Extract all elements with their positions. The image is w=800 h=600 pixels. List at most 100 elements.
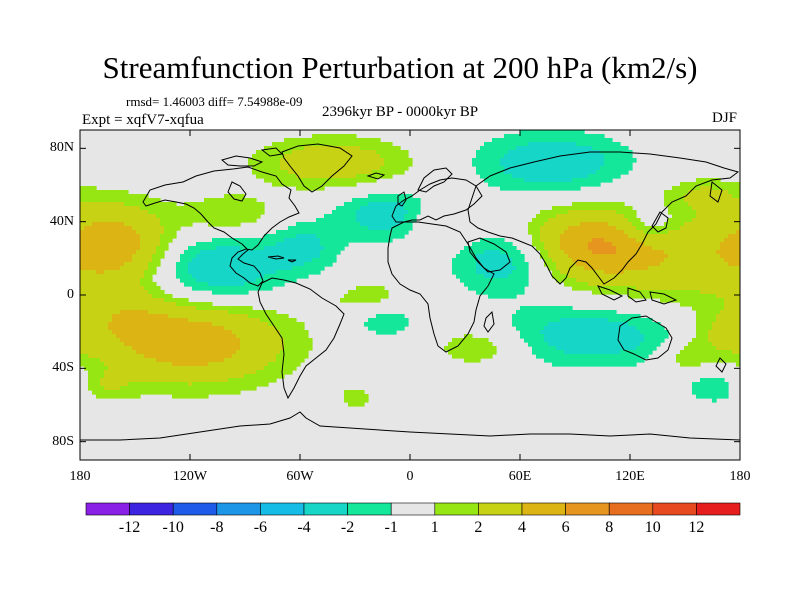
field-cell bbox=[224, 326, 229, 331]
field-cell bbox=[140, 306, 145, 311]
field-cell bbox=[488, 246, 493, 251]
field-cell bbox=[376, 314, 381, 319]
field-cell bbox=[364, 210, 369, 215]
field-cell bbox=[684, 286, 689, 291]
field-cell bbox=[128, 214, 133, 219]
field-cell bbox=[568, 214, 573, 219]
field-cell bbox=[360, 298, 365, 303]
field-cell bbox=[292, 142, 297, 147]
field-cell bbox=[236, 314, 241, 319]
field-cell bbox=[240, 250, 245, 255]
field-cell bbox=[600, 246, 605, 251]
field-cell bbox=[596, 170, 601, 175]
field-cell bbox=[528, 162, 533, 167]
field-cell bbox=[708, 298, 713, 303]
field-cell bbox=[396, 314, 401, 319]
field-cell bbox=[96, 262, 101, 267]
field-cell bbox=[644, 338, 649, 343]
field-cell bbox=[612, 314, 617, 319]
field-cell bbox=[100, 214, 105, 219]
field-cell bbox=[264, 274, 269, 279]
field-cell bbox=[680, 222, 685, 227]
field-cell bbox=[320, 138, 325, 143]
field-cell bbox=[300, 178, 305, 183]
field-cell bbox=[540, 310, 545, 315]
field-cell bbox=[512, 286, 517, 291]
field-cell bbox=[732, 246, 737, 251]
field-cell bbox=[492, 174, 497, 179]
field-cell bbox=[236, 266, 241, 271]
field-cell bbox=[352, 142, 357, 147]
field-cell bbox=[188, 278, 193, 283]
field-cell bbox=[612, 286, 617, 291]
field-cell bbox=[696, 270, 701, 275]
field-cell bbox=[116, 322, 121, 327]
field-cell bbox=[292, 246, 297, 251]
field-cell bbox=[732, 186, 737, 191]
field-cell bbox=[144, 226, 149, 231]
field-cell bbox=[336, 210, 341, 215]
field-cell bbox=[668, 294, 673, 299]
field-cell bbox=[496, 162, 501, 167]
field-cell bbox=[524, 282, 529, 287]
field-cell bbox=[624, 274, 629, 279]
field-cell bbox=[396, 166, 401, 171]
field-cell bbox=[620, 282, 625, 287]
field-cell bbox=[140, 338, 145, 343]
field-cell bbox=[604, 142, 609, 147]
field-cell bbox=[224, 334, 229, 339]
field-cell bbox=[336, 158, 341, 163]
field-cell bbox=[196, 218, 201, 223]
field-cell bbox=[712, 198, 717, 203]
field-cell bbox=[708, 242, 713, 247]
field-cell bbox=[236, 338, 241, 343]
field-cell bbox=[588, 162, 593, 167]
field-cell bbox=[624, 238, 629, 243]
field-cell bbox=[736, 338, 740, 343]
field-cell bbox=[224, 242, 229, 247]
field-cell bbox=[220, 278, 225, 283]
field-cell bbox=[688, 290, 693, 295]
field-cell bbox=[528, 146, 533, 151]
field-cell bbox=[104, 302, 109, 307]
field-cell bbox=[508, 154, 513, 159]
field-cell bbox=[688, 282, 693, 287]
field-cell bbox=[332, 138, 337, 143]
field-cell bbox=[328, 258, 333, 263]
field-cell bbox=[532, 222, 537, 227]
field-cell bbox=[388, 214, 393, 219]
field-cell bbox=[184, 218, 189, 223]
field-cell bbox=[104, 258, 109, 263]
field-cell bbox=[356, 158, 361, 163]
field-cell bbox=[720, 338, 725, 343]
field-cell bbox=[332, 178, 337, 183]
field-cell bbox=[136, 210, 141, 215]
field-cell bbox=[80, 226, 85, 231]
field-cell bbox=[260, 158, 265, 163]
field-cell bbox=[136, 334, 141, 339]
field-cell bbox=[184, 250, 189, 255]
field-cell bbox=[148, 218, 153, 223]
field-cell bbox=[564, 314, 569, 319]
field-cell bbox=[596, 290, 601, 295]
field-cell bbox=[564, 242, 569, 247]
field-cell bbox=[676, 258, 681, 263]
field-cell bbox=[484, 278, 489, 283]
field-cell bbox=[376, 158, 381, 163]
field-cell bbox=[464, 282, 469, 287]
field-cell bbox=[496, 250, 501, 255]
field-cell bbox=[300, 162, 305, 167]
field-cell bbox=[284, 154, 289, 159]
field-cell bbox=[148, 258, 153, 263]
field-cell bbox=[116, 206, 121, 211]
field-cell bbox=[340, 170, 345, 175]
field-cell bbox=[524, 154, 529, 159]
field-cell bbox=[628, 154, 633, 159]
field-cell bbox=[572, 230, 577, 235]
field-cell bbox=[640, 334, 645, 339]
field-cell bbox=[656, 278, 661, 283]
field-cell bbox=[396, 210, 401, 215]
field-cell bbox=[308, 230, 313, 235]
field-cell bbox=[612, 222, 617, 227]
field-cell bbox=[180, 214, 185, 219]
